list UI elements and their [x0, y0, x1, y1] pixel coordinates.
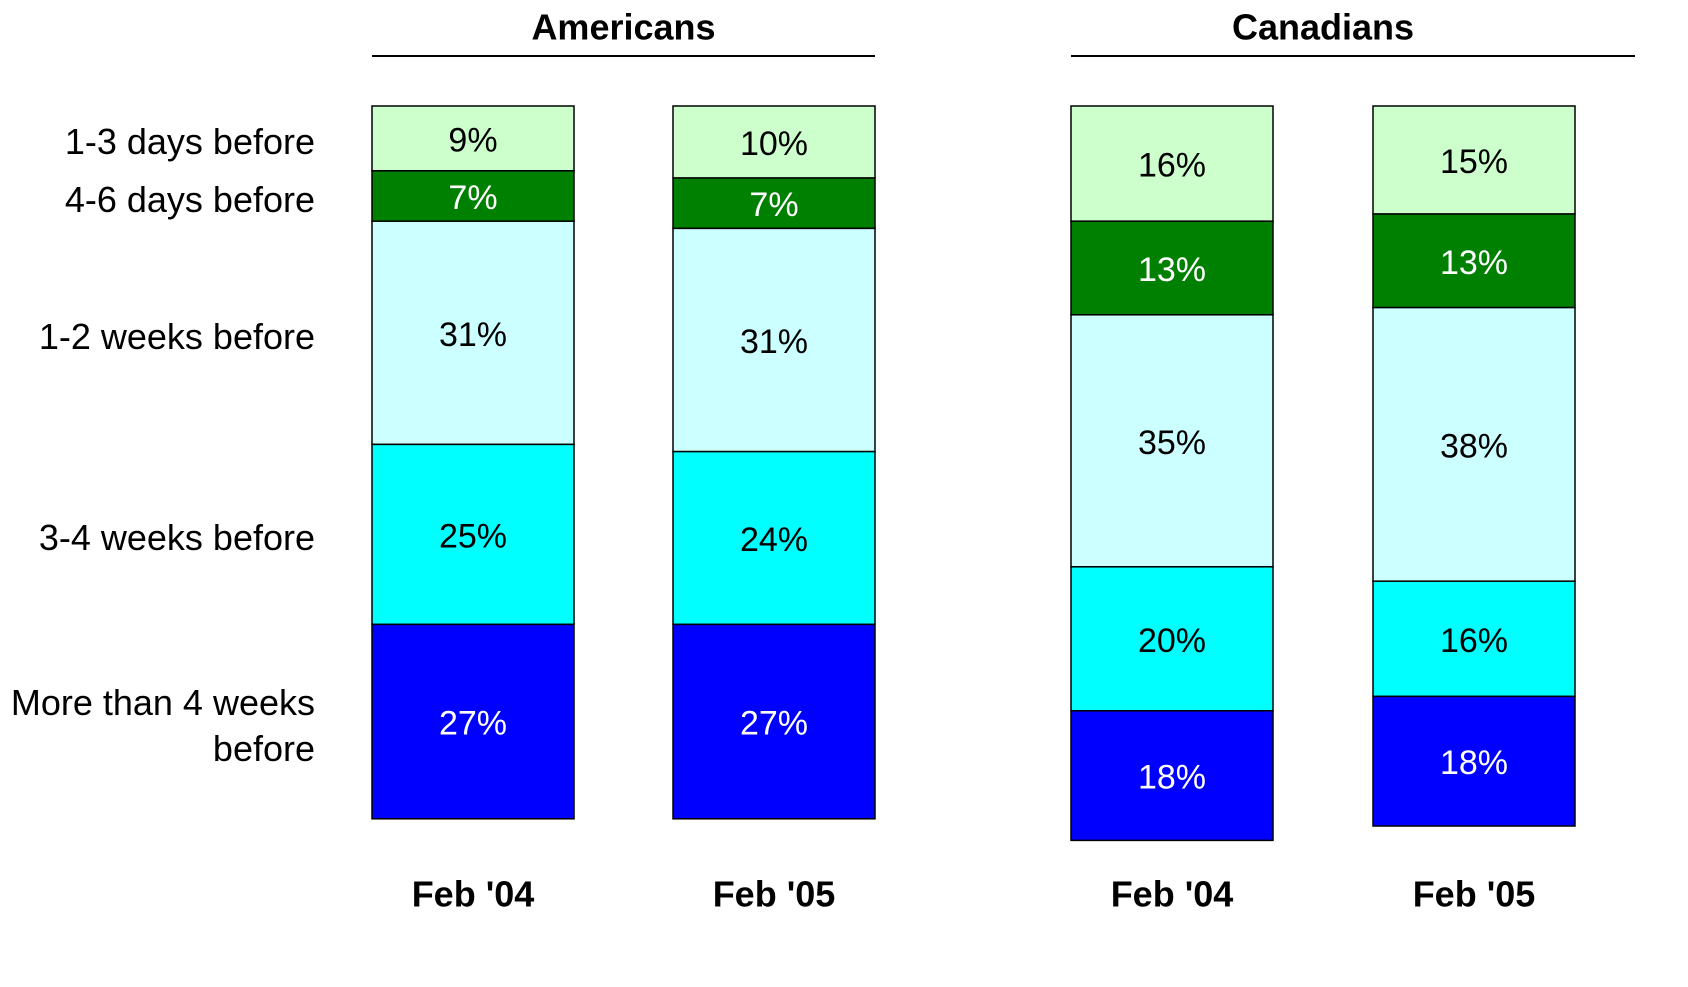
bar-segment	[371, 170, 575, 222]
bar-segment	[1070, 105, 1274, 222]
value-label: 24%	[740, 521, 808, 559]
bar-segment	[1372, 695, 1576, 827]
legend-label: 3-4 weeks before	[38, 517, 315, 559]
value-label: 10%	[740, 125, 808, 163]
value-label: 13%	[1440, 244, 1508, 282]
bar-segment	[1372, 105, 1576, 215]
x-tick-label: Feb '04	[412, 874, 535, 915]
bar-segment	[672, 177, 876, 230]
value-label: 9%	[448, 121, 497, 159]
legend-label: 1-3 days before	[64, 121, 315, 163]
legend-label: More than 4 weeks before	[10, 681, 315, 769]
legend-label: 4-6 days before	[64, 179, 315, 220]
bar-segment	[1070, 220, 1274, 316]
value-label: 16%	[1440, 622, 1508, 660]
value-label: 7%	[749, 186, 798, 224]
value-label: 20%	[1138, 622, 1206, 660]
value-label: 31%	[740, 323, 808, 361]
bar-segment	[371, 220, 575, 446]
value-label: 25%	[439, 517, 507, 555]
bar-segment	[1070, 710, 1274, 842]
value-label: 31%	[439, 316, 507, 354]
value-label: 18%	[1138, 759, 1206, 797]
bar-segment	[672, 105, 876, 179]
value-label: 35%	[1138, 424, 1206, 462]
bar-segment	[1372, 580, 1576, 698]
x-tick-label: Feb '05	[713, 874, 836, 915]
value-label: 27%	[740, 705, 808, 743]
bar-segment	[1372, 306, 1576, 582]
value-label: 38%	[1440, 427, 1508, 465]
bar-segment	[672, 450, 876, 626]
bar-segment	[1070, 314, 1274, 568]
bar-segment	[371, 443, 575, 626]
bar-segment	[371, 105, 575, 172]
legend-label: 1-2 weeks before	[38, 315, 315, 357]
value-label: 13%	[1138, 251, 1206, 289]
bar-segment	[1070, 566, 1274, 712]
value-label: 7%	[448, 179, 497, 217]
group-title: Canadians	[1232, 7, 1414, 48]
value-label: 16%	[1138, 147, 1206, 185]
bar-segment	[371, 623, 575, 820]
group-title: Americans	[531, 7, 715, 48]
bar-segment	[672, 623, 876, 820]
x-tick-label: Feb '05	[1413, 874, 1536, 915]
value-label: 27%	[439, 705, 507, 743]
value-label: 15%	[1440, 143, 1508, 181]
value-label: 18%	[1440, 744, 1508, 782]
x-tick-label: Feb '04	[1111, 874, 1234, 915]
bar-segment	[672, 227, 876, 453]
bar-segment	[1372, 213, 1576, 309]
